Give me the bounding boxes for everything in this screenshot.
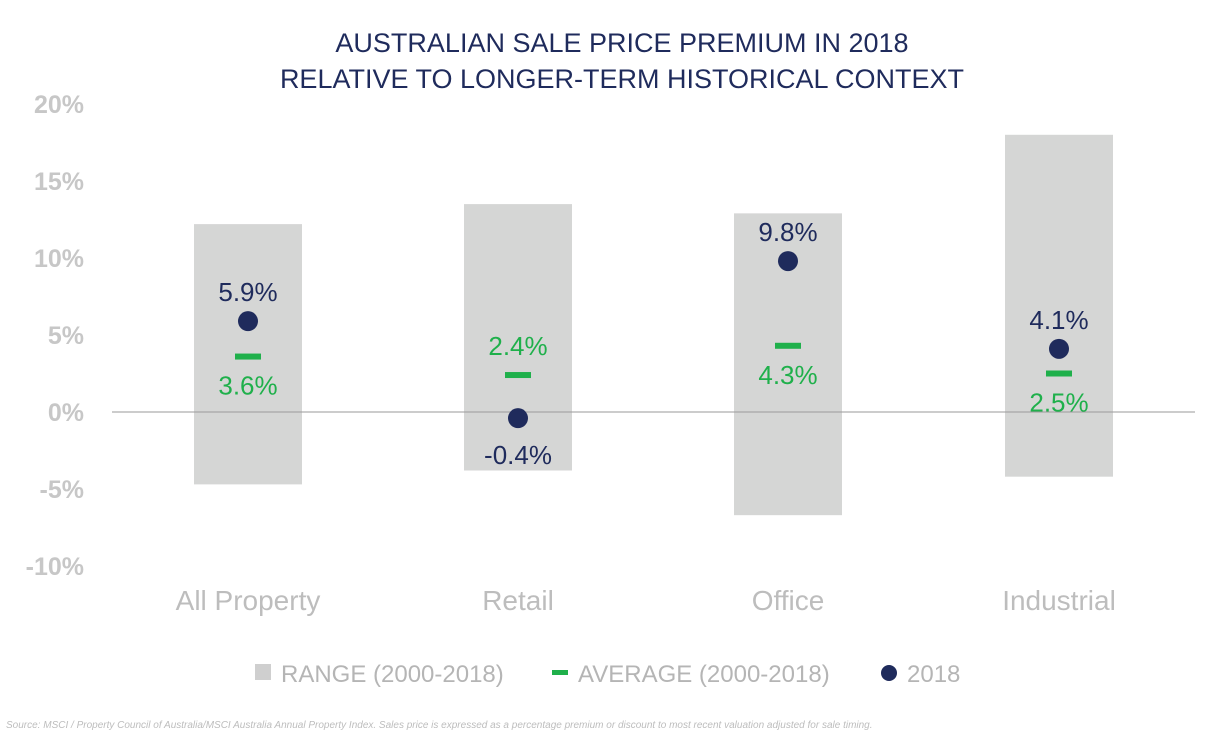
dot-2018-label-office: 9.8% xyxy=(758,217,817,247)
average-label-office: 4.3% xyxy=(758,360,817,390)
dot-2018-label-industrial: 4.1% xyxy=(1029,305,1088,335)
chart-title-line-1: AUSTRALIAN SALE PRICE PREMIUM IN 2018 xyxy=(335,28,908,58)
y-tick-label: 20% xyxy=(34,91,84,119)
x-category-label-retail: Retail xyxy=(482,585,554,616)
y-tick-label: -5% xyxy=(40,476,84,504)
dot-2018-retail xyxy=(508,408,528,429)
average-label-industrial: 2.5% xyxy=(1029,388,1088,418)
legend: RANGE (2000-2018) AVERAGE (2000-2018) 20… xyxy=(255,661,960,688)
x-category-label-industrial: Industrial xyxy=(1002,585,1116,616)
dot-2018-office xyxy=(778,251,798,272)
y-tick-label: 10% xyxy=(34,245,84,273)
legend-2018-label: 2018 xyxy=(907,661,960,688)
legend-range-label: RANGE (2000-2018) xyxy=(281,661,504,688)
average-marker-industrial xyxy=(1046,370,1072,377)
y-axis: 20% 15% 10% 5% 0% -5% -10% xyxy=(26,91,84,581)
y-tick-label: 15% xyxy=(34,168,84,196)
average-label-retail: 2.4% xyxy=(488,331,547,361)
dot-2018-label-retail: -0.4% xyxy=(484,440,552,470)
average-marker-office xyxy=(775,342,801,349)
x-category-label-office: Office xyxy=(752,585,825,616)
average-label-all-property: 3.6% xyxy=(218,371,277,401)
dot-2018-label-all-property: 5.9% xyxy=(218,277,277,307)
legend-2018-swatch xyxy=(881,665,897,681)
x-category-label-all-property: All Property xyxy=(176,585,321,616)
range-bar-industrial xyxy=(1005,134,1113,477)
y-tick-label: 5% xyxy=(48,322,84,350)
dot-2018-industrial xyxy=(1049,338,1069,359)
y-tick-label: 0% xyxy=(48,399,84,427)
dot-markers-2018: 5.9% -0.4% 9.8% 4.1% xyxy=(218,217,1088,470)
dot-2018-all-property xyxy=(238,311,258,332)
legend-average-swatch xyxy=(552,670,568,675)
x-axis: All Property Retail Office Industrial xyxy=(176,585,1116,616)
legend-average-label: AVERAGE (2000-2018) xyxy=(578,661,830,688)
average-markers: 3.6% 2.4% 4.3% 2.5% xyxy=(218,331,1088,417)
average-marker-all-property xyxy=(235,353,261,360)
average-marker-retail xyxy=(505,372,531,379)
source-note: Source: MSCI / Property Council of Austr… xyxy=(6,720,873,731)
legend-range-swatch xyxy=(255,664,271,680)
chart-title-line-2: RELATIVE TO LONGER-TERM HISTORICAL CONTE… xyxy=(280,64,964,94)
range-bars xyxy=(194,134,1113,516)
y-tick-label: -10% xyxy=(26,553,84,581)
